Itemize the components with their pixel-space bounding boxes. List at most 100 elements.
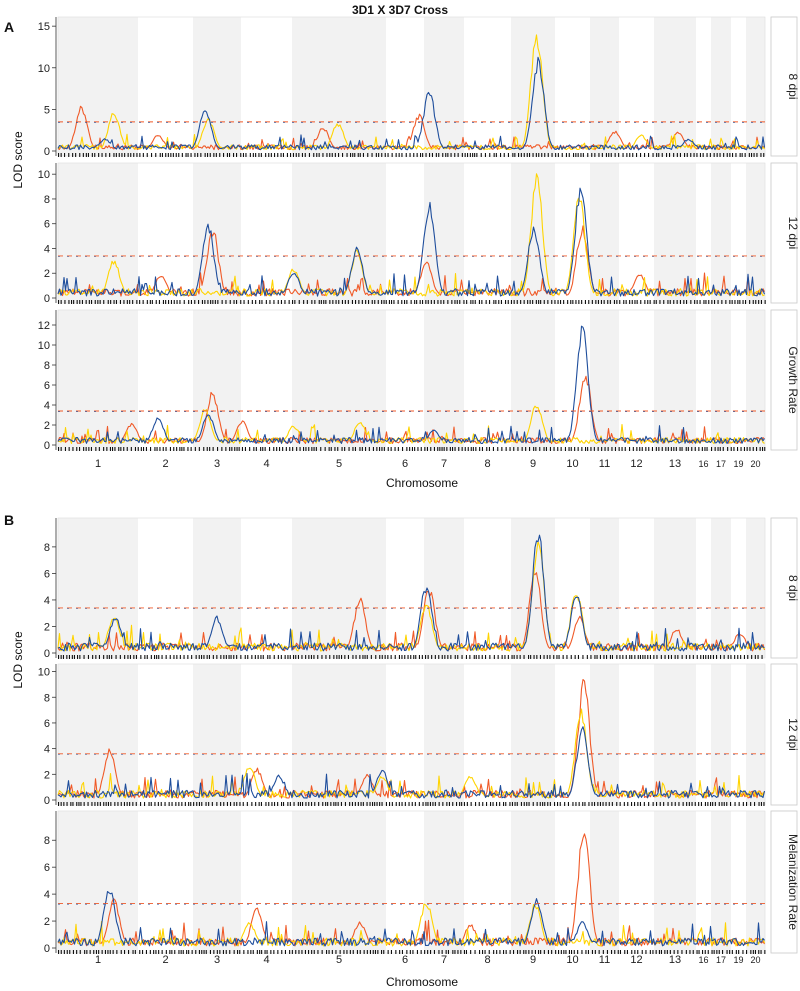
marker-tick <box>338 300 340 304</box>
marker-tick <box>729 300 731 304</box>
marker-tick <box>582 153 584 157</box>
marker-tick <box>689 655 691 659</box>
marker-tick <box>114 802 116 806</box>
marker-tick <box>259 300 261 304</box>
marker-tick <box>142 300 144 304</box>
marker-tick <box>137 447 139 451</box>
marker-tick <box>743 655 745 659</box>
marker-tick <box>292 300 294 304</box>
marker-tick <box>606 950 608 954</box>
marker-tick <box>169 655 171 659</box>
marker-tick <box>315 447 317 451</box>
marker-tick <box>143 447 145 451</box>
marker-tick <box>534 950 536 954</box>
marker-tick <box>412 950 414 954</box>
marker-tick <box>124 153 126 157</box>
marker-tick <box>93 950 95 954</box>
marker-tick <box>190 153 192 157</box>
marker-tick <box>700 802 702 806</box>
marker-tick <box>737 655 739 659</box>
marker-tick <box>181 153 183 157</box>
marker-tick <box>258 802 260 806</box>
marker-tick <box>298 950 300 954</box>
marker-tick <box>333 802 335 806</box>
marker-tick <box>352 447 354 451</box>
marker-tick <box>144 802 146 806</box>
marker-tick <box>395 153 397 157</box>
marker-tick <box>225 300 227 304</box>
chromosome-label-a: 5 <box>336 458 342 470</box>
marker-tick <box>88 300 90 304</box>
marker-tick <box>88 447 90 451</box>
marker-tick <box>175 802 177 806</box>
marker-tick <box>746 950 748 954</box>
marker-tick <box>652 950 654 954</box>
marker-tick <box>547 802 549 806</box>
marker-tick <box>677 655 679 659</box>
marker-tick <box>723 655 725 659</box>
marker-tick <box>367 153 369 157</box>
marker-tick <box>590 447 592 451</box>
chromosome-band <box>292 163 386 303</box>
y-tick-label: 10 <box>38 169 50 181</box>
marker-tick <box>328 950 330 954</box>
y-tick-label: 0 <box>44 648 50 660</box>
marker-tick <box>641 447 643 451</box>
marker-tick <box>425 802 427 806</box>
marker-tick <box>91 300 93 304</box>
marker-tick <box>532 153 534 157</box>
marker-tick <box>190 802 192 806</box>
marker-tick <box>447 153 449 157</box>
marker-tick <box>126 802 128 806</box>
marker-tick <box>158 300 160 304</box>
marker-tick <box>204 300 206 304</box>
chromosome-label-b: 10 <box>566 954 578 966</box>
marker-tick <box>696 655 698 659</box>
marker-tick <box>222 950 224 954</box>
marker-tick <box>523 300 525 304</box>
series-line-blue <box>57 187 766 297</box>
marker-tick <box>516 655 518 659</box>
marker-tick <box>742 950 744 954</box>
marker-tick <box>661 153 663 157</box>
marker-tick <box>344 300 346 304</box>
marker-tick <box>485 655 487 659</box>
marker-tick <box>432 802 434 806</box>
marker-tick <box>408 802 410 806</box>
marker-tick <box>140 802 142 806</box>
marker-tick <box>705 655 707 659</box>
marker-tick <box>433 447 435 451</box>
y-tick-label: 4 <box>44 595 50 607</box>
marker-tick <box>83 447 85 451</box>
marker-tick <box>378 153 380 157</box>
marker-tick <box>486 802 488 806</box>
marker-tick <box>567 300 569 304</box>
chromosome-label-a: 10 <box>566 458 578 470</box>
marker-tick <box>632 447 634 451</box>
marker-tick <box>457 153 459 157</box>
marker-tick <box>294 300 296 304</box>
marker-tick <box>679 153 681 157</box>
marker-tick <box>626 950 628 954</box>
marker-tick <box>397 447 399 451</box>
marker-tick <box>311 950 313 954</box>
marker-tick <box>499 802 501 806</box>
marker-tick <box>454 153 456 157</box>
marker-tick <box>60 447 62 451</box>
marker-tick <box>320 447 322 451</box>
marker-tick <box>317 950 319 954</box>
marker-tick <box>754 655 756 659</box>
marker-tick <box>188 802 190 806</box>
marker-tick <box>178 950 180 954</box>
marker-tick <box>289 447 291 451</box>
marker-tick <box>229 950 231 954</box>
y-tick-label: 4 <box>44 400 50 412</box>
marker-tick <box>69 950 71 954</box>
marker-tick <box>702 153 704 157</box>
marker-tick <box>636 447 638 451</box>
marker-tick <box>327 802 329 806</box>
marker-tick <box>480 153 482 157</box>
marker-tick <box>318 153 320 157</box>
marker-tick <box>682 802 684 806</box>
marker-tick <box>424 447 426 451</box>
